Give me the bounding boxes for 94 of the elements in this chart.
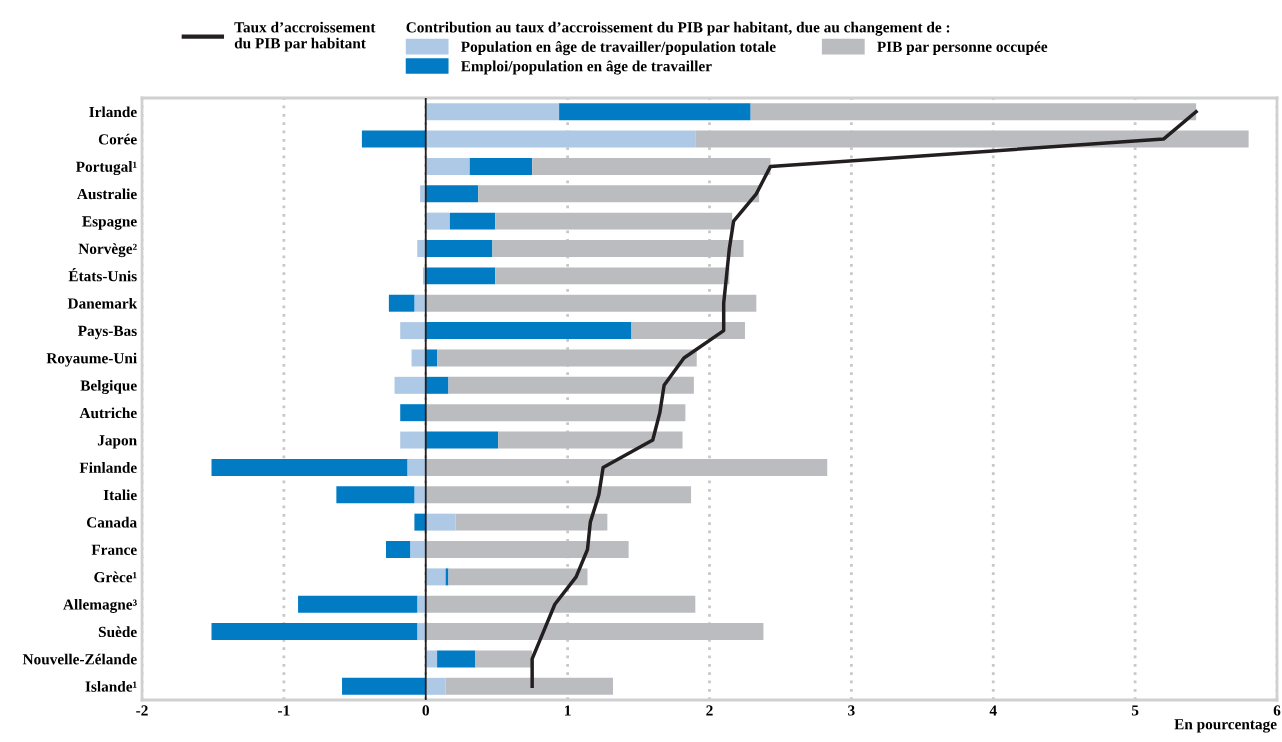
bar — [495, 267, 730, 285]
bar — [425, 157, 470, 175]
y-tick-label: Norvège² — [78, 243, 137, 258]
y-tick-label: Suède — [98, 626, 137, 638]
y-tick-label: Finlande — [79, 462, 137, 473]
y-tick-label: Canada — [86, 516, 137, 528]
bar — [211, 458, 408, 476]
y-tick-label: Grèce¹ — [94, 571, 137, 583]
bar — [425, 677, 446, 695]
bar — [388, 294, 415, 312]
bar — [425, 130, 696, 148]
bar — [425, 541, 629, 558]
bar — [631, 322, 745, 340]
bar — [425, 294, 757, 312]
bar — [386, 541, 411, 558]
bar — [400, 404, 426, 422]
bar — [425, 623, 764, 641]
bar — [407, 458, 426, 476]
bar — [750, 103, 1197, 121]
x-tick-label: 4 — [989, 705, 997, 716]
y-tick-label: Pays-Bas — [77, 325, 137, 340]
bar — [559, 103, 751, 121]
bar — [414, 513, 426, 531]
legend-title: Contribution au taux d’accroissement du PIB par habitant, due au changement de : — [406, 21, 950, 36]
bar — [410, 541, 426, 558]
bar — [695, 130, 1249, 148]
bar — [455, 513, 608, 531]
x-tick-label: -1 — [278, 705, 290, 716]
bar — [425, 568, 446, 586]
x-tick-label: 1 — [565, 705, 571, 716]
bar — [425, 458, 828, 476]
bar — [211, 623, 418, 641]
bar — [425, 431, 499, 449]
x-tick-label: 0 — [422, 705, 429, 716]
y-tick-label: Corée — [98, 133, 137, 145]
x-tick-label: 5 — [1131, 705, 1139, 716]
y-tick-label: Australie — [77, 188, 137, 200]
bar — [492, 240, 744, 257]
bar — [425, 267, 496, 285]
bar — [437, 650, 476, 668]
y-tick-label: Belgique — [80, 380, 137, 394]
bar — [414, 294, 426, 312]
y-tick-label: Allemagne³ — [63, 598, 137, 613]
bar — [445, 677, 614, 695]
x-tick-label: -2 — [136, 705, 148, 716]
bar — [425, 376, 449, 394]
bar — [425, 513, 456, 531]
legend-label: Emploi/population en âge de travailler — [461, 60, 712, 75]
x-tick-label: 6 — [1273, 705, 1281, 716]
y-tick-label: États-Unis — [68, 268, 137, 282]
bar — [400, 322, 426, 340]
x-tick-label: 2 — [706, 705, 713, 716]
bar — [425, 486, 692, 504]
y-tick-label: Royaume-Uni — [46, 352, 137, 367]
x-axis-title: En pourcentage — [1174, 719, 1277, 733]
bar — [532, 157, 771, 175]
bar — [414, 486, 426, 504]
bar — [425, 240, 493, 257]
y-tick-label: Autriche — [79, 407, 137, 419]
bar — [478, 185, 760, 203]
bar — [342, 677, 426, 695]
bar — [400, 431, 426, 449]
bar — [425, 404, 686, 422]
bar — [425, 595, 696, 613]
bar — [425, 212, 450, 230]
y-tick-label: Nouvelle-Zélande — [22, 653, 137, 665]
y-tick-label: Portugal¹ — [75, 161, 137, 176]
y-tick-label: France — [91, 544, 137, 555]
bar — [298, 595, 418, 613]
y-tick-label: Espagne — [82, 216, 137, 230]
y-tick-label: Islande¹ — [85, 681, 137, 692]
y-tick-label: Irlande — [89, 106, 137, 118]
bar — [448, 376, 694, 394]
bar — [498, 431, 683, 449]
bar — [425, 322, 632, 340]
bar — [437, 349, 697, 367]
bar — [425, 103, 560, 121]
legend-label: PIB par personne occupée — [877, 41, 1048, 56]
bar — [469, 157, 533, 175]
legend-label: Taux d’accroissement du PIB par habitant — [234, 21, 376, 52]
bar — [425, 185, 479, 203]
bar — [411, 349, 426, 367]
bar — [394, 376, 426, 394]
y-tick-label: Japon — [97, 435, 137, 449]
y-tick-label: Italie — [103, 489, 137, 501]
bar — [361, 130, 426, 148]
bar — [495, 212, 733, 230]
bar — [449, 212, 496, 230]
bar — [475, 650, 533, 668]
bar — [336, 486, 415, 504]
legend-label: Population en âge de travailler/population totale — [461, 40, 776, 56]
x-tick-label: 3 — [848, 705, 855, 716]
bar — [448, 568, 588, 586]
y-tick-label: Danemark — [67, 297, 138, 309]
